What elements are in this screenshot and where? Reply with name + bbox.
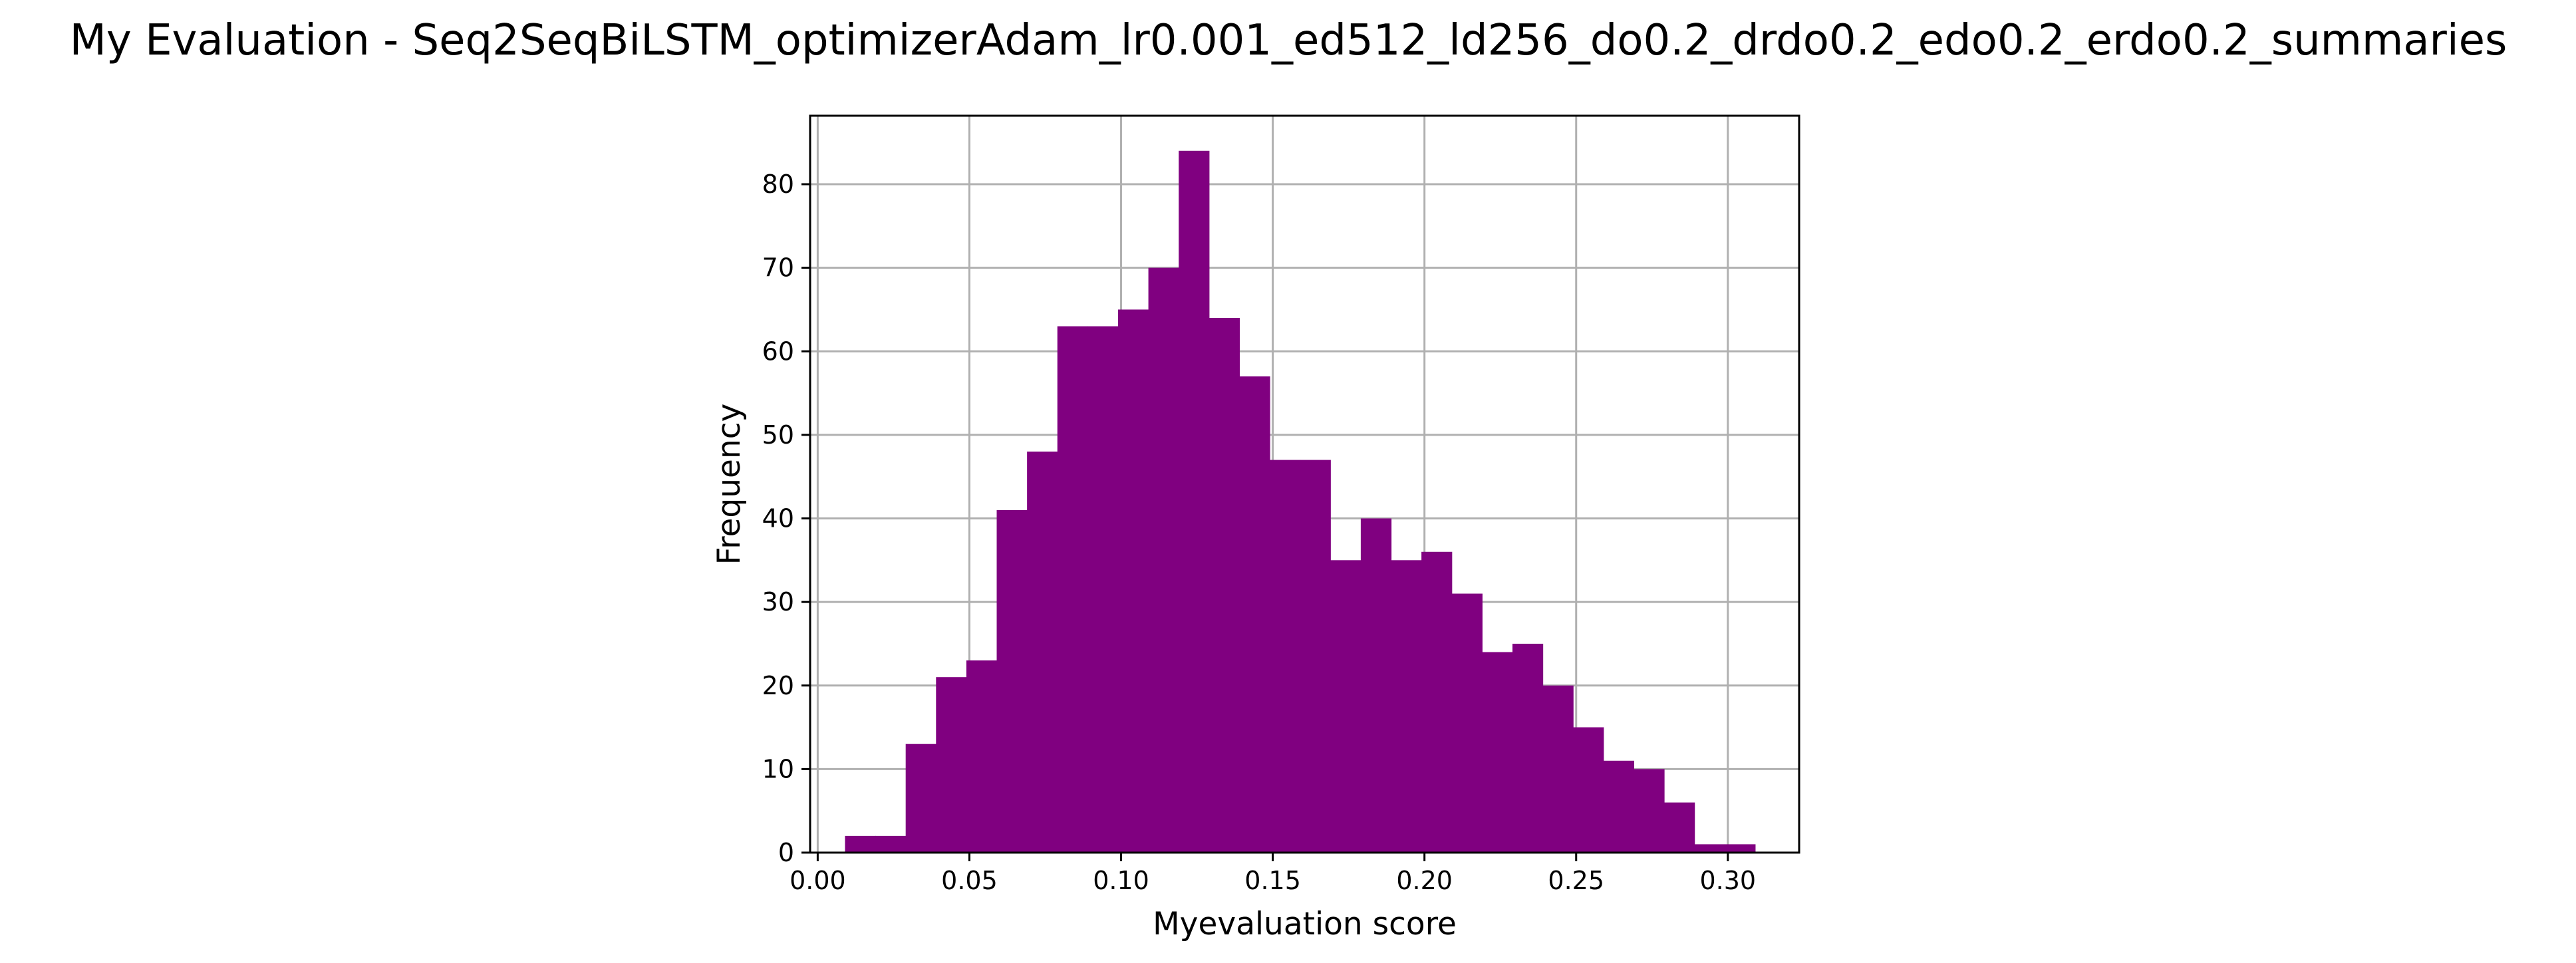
y-tick-label: 30 [762, 587, 794, 617]
histogram-bar [1087, 326, 1119, 853]
histogram-bar [1360, 518, 1392, 853]
histogram-bar [1270, 460, 1301, 853]
histogram-bar [1725, 844, 1756, 853]
histogram-bar [1239, 376, 1270, 853]
y-tick-label: 60 [762, 337, 794, 366]
histogram-bar [1391, 560, 1422, 853]
chart-title: My Evaluation - Seq2SeqBiLSTM_optimizerA… [70, 16, 2507, 65]
y-tick-label: 40 [762, 504, 794, 533]
histogram-bar [845, 835, 876, 853]
plot-area-frame [809, 114, 1800, 854]
y-tick-label: 50 [762, 420, 794, 450]
histogram-bar [1573, 727, 1604, 853]
y-tick-label: 70 [762, 253, 794, 283]
y-tick-label: 0 [778, 838, 794, 867]
x-axis-label: Myevaluation score [1153, 906, 1457, 942]
histogram-bar [1512, 643, 1544, 853]
x-tick-label: 0.30 [1700, 866, 1757, 895]
axis-ticks: 0.00 0.05 0.10 0.15 0.20 0.25 0.30 0 10 20 30 40 50 6… [762, 170, 1756, 895]
x-tick-label: 0.00 [789, 866, 846, 895]
histogram-bar [1451, 593, 1483, 853]
histogram-bar [1603, 760, 1635, 853]
y-tick-label: 20 [762, 671, 794, 700]
histogram-bar [1209, 318, 1240, 853]
histogram-bar [996, 509, 1028, 853]
histogram-bar [1542, 685, 1574, 853]
y-tick-label: 80 [762, 170, 794, 199]
x-tick-label: 0.15 [1244, 866, 1301, 895]
histogram-bar [1421, 551, 1453, 853]
histogram-bar [1694, 844, 1725, 853]
x-tick-label: 0.10 [1093, 866, 1149, 895]
histogram-bar [936, 677, 967, 853]
histogram-bar [1027, 452, 1058, 853]
histogram-bar [1179, 150, 1210, 853]
histogram-bar [875, 835, 907, 853]
y-tick-label: 10 [762, 754, 794, 783]
histogram-bar [1330, 560, 1361, 853]
histogram-bar [1664, 802, 1695, 853]
x-tick-label: 0.05 [941, 866, 998, 895]
histogram-bar [1300, 460, 1331, 853]
histogram-bar [1634, 769, 1665, 853]
histogram-bar [905, 744, 936, 853]
histogram-bar [1117, 309, 1149, 853]
histogram-bar [1148, 267, 1179, 853]
x-tick-label: 0.20 [1396, 866, 1453, 895]
x-tick-label: 0.25 [1548, 866, 1604, 895]
histogram-bars [845, 150, 1756, 853]
y-axis-label: Frequency [711, 404, 748, 565]
histogram-bar [966, 660, 998, 853]
histogram-bar [1482, 652, 1513, 853]
histogram-bar [1057, 326, 1088, 853]
